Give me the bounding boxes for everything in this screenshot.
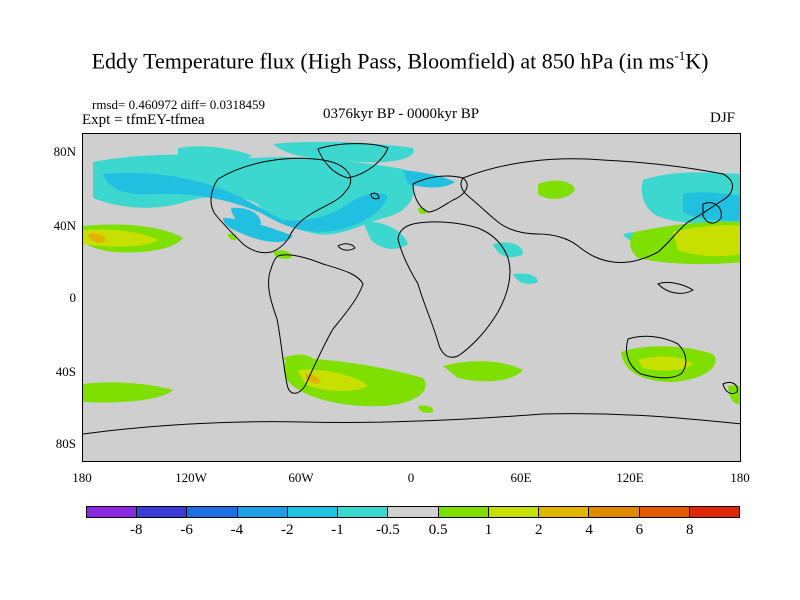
period-label: 0376kyr BP - 0000kyr BP bbox=[323, 106, 480, 122]
colorbar-label: -1 bbox=[331, 522, 344, 538]
colorbar-label: -6 bbox=[180, 522, 193, 538]
colorbar-label: -8 bbox=[130, 522, 143, 538]
colorbar-label: 6 bbox=[635, 522, 644, 538]
experiment-label: Expt = tfmEY-tfmea bbox=[82, 112, 205, 128]
positive-anomaly-regions bbox=[83, 180, 740, 413]
colorbar-box bbox=[539, 507, 590, 517]
colorbar-box bbox=[137, 507, 188, 517]
colorbar-label: 0.5 bbox=[428, 522, 448, 538]
x-tick-label: 120E bbox=[616, 470, 644, 485]
colorbar-box bbox=[689, 507, 740, 517]
x-tick-label: 0 bbox=[407, 470, 415, 485]
colorbar-box bbox=[388, 507, 439, 517]
colorbar-box bbox=[87, 507, 138, 517]
colorbar-box bbox=[438, 507, 489, 517]
map-panel bbox=[82, 133, 741, 462]
colorbar-box bbox=[488, 507, 540, 517]
x-tick-label: 180 bbox=[730, 470, 750, 485]
x-tick-label: 60E bbox=[510, 470, 532, 485]
colorbar-box bbox=[338, 507, 389, 517]
colorbar-label: -0.5 bbox=[375, 522, 400, 538]
colorbar-label: -2 bbox=[280, 522, 294, 538]
colorbar-box bbox=[639, 507, 690, 517]
y-tick-label: 80N bbox=[53, 144, 76, 159]
y-tick-label: 80S bbox=[55, 436, 76, 451]
colorbar-label: 1 bbox=[484, 522, 493, 538]
negative-anomaly-regions bbox=[93, 141, 740, 284]
colorbar-box bbox=[237, 507, 288, 517]
coastlines bbox=[83, 143, 740, 435]
colorbar-box bbox=[287, 507, 339, 517]
x-tick-label: 120W bbox=[175, 470, 207, 485]
colorbar-label: -4 bbox=[230, 522, 244, 538]
colorbar-box bbox=[589, 507, 640, 517]
plot-title: Eddy Temperature flux (High Pass, Bloomf… bbox=[91, 48, 709, 74]
y-tick-label: 40N bbox=[53, 218, 76, 233]
colorbar-label: 8 bbox=[685, 522, 694, 538]
x-tick-label: 180 bbox=[72, 470, 92, 485]
colorbar-label: 4 bbox=[585, 522, 593, 538]
x-tick-label: 60W bbox=[288, 470, 314, 485]
y-tick-label: 0 bbox=[69, 290, 77, 305]
colorbar bbox=[86, 506, 740, 518]
stats-label: rmsd= 0.460972 diff= 0.0318459 bbox=[92, 97, 265, 112]
colorbar-box bbox=[187, 507, 238, 517]
season-label: DJF bbox=[710, 110, 736, 126]
y-tick-label: 40S bbox=[55, 364, 76, 379]
colorbar-label: 2 bbox=[535, 522, 543, 538]
map-svg bbox=[83, 141, 740, 435]
